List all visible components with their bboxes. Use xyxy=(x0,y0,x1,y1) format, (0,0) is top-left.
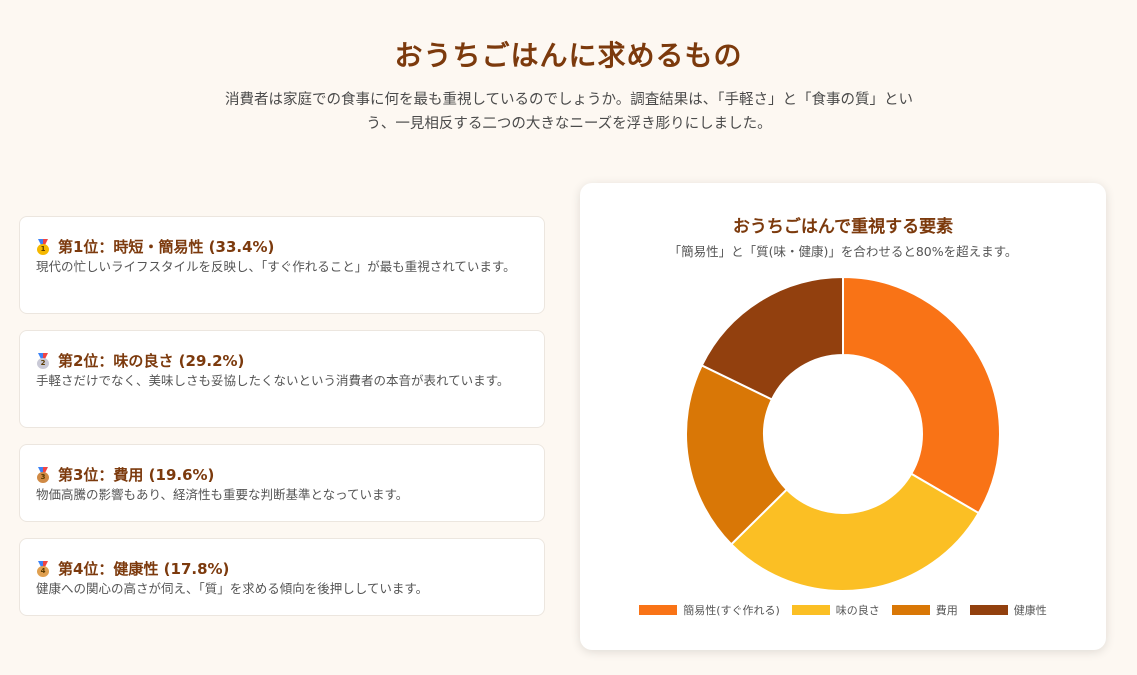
ranking-heading: 第1位：時短・簡易性 (33.4%) xyxy=(58,238,275,256)
legend-item[interactable]: 味の良さ xyxy=(791,602,880,618)
legend-label: 費用 xyxy=(935,604,958,617)
donut-slice-1[interactable] xyxy=(842,275,1001,515)
legend-label: 健康性 xyxy=(1013,604,1047,617)
legend-item[interactable]: 費用 xyxy=(891,602,958,618)
donut-slice-4[interactable] xyxy=(700,275,844,401)
legend-swatch xyxy=(969,605,1008,615)
silver-medal-icon: 2 xyxy=(36,353,50,369)
ranking-description: 物価高騰の影響もあり、経済性も重要な判断基準となっています。 xyxy=(36,487,409,502)
bronze-medal-icon: 3 xyxy=(36,467,50,483)
ranking-description: 健康への関心の高さが伺え、「質」を求める傾向を後押ししています。 xyxy=(36,581,429,596)
ranking-heading: 第3位：費用 (19.6%) xyxy=(58,466,215,484)
legend-item[interactable]: 健康性 xyxy=(969,602,1047,618)
ranking-card-3: 3 第3位：費用 (19.6%) 物価高騰の影響もあり、経済性も重要な判断基準と… xyxy=(19,444,545,522)
ranking-card-1: 1 第1位：時短・簡易性 (33.4%) 現代の忙しいライフスタイルを反映し、「… xyxy=(19,216,545,314)
legend-label: 簡易性(すぐ作れる) xyxy=(683,604,780,617)
ranking-card-2: 2 第2位：味の良さ (29.2%) 手軽さだけでなく、美味しさも妥協したくない… xyxy=(19,330,545,428)
donut-slice-3[interactable] xyxy=(685,364,789,546)
medal-icon: 4 xyxy=(36,561,50,577)
chart-legend: 簡易性(すぐ作れる) 味の良さ 費用 健康性 xyxy=(580,602,1106,618)
chart-card: おうちごはんで重視する要素 「簡易性」と「質(味・健康)」を合わせると80%を超… xyxy=(580,183,1106,650)
legend-swatch xyxy=(791,605,830,615)
legend-swatch xyxy=(639,605,678,615)
ranking-heading: 第2位：味の良さ (29.2%) xyxy=(58,352,245,370)
donut-slice-2[interactable] xyxy=(729,472,981,592)
chart-subtitle: 「簡易性」と「質(味・健康)」を合わせると80%を超えます。 xyxy=(668,244,1018,259)
page-title: おうちごはんに求めるもの xyxy=(394,39,743,72)
donut-chart xyxy=(685,275,1001,592)
gold-medal-icon: 1 xyxy=(36,239,50,255)
legend-swatch xyxy=(891,605,930,615)
chart-title: おうちごはんで重視する要素 xyxy=(732,217,954,237)
ranking-description: 手軽さだけでなく、美味しさも妥協したくないという消費者の本音が表れています。 xyxy=(36,373,510,388)
ranking-heading: 第4位：健康性 (17.8%) xyxy=(58,560,230,578)
legend-label: 味の良さ xyxy=(835,604,880,617)
page-intro: 消費者は家庭での食事に何を最も重視しているのでしょうか。調査結果は、「手軽さ」と… xyxy=(224,92,914,132)
ranking-card-4: 4 第4位：健康性 (17.8%) 健康への関心の高さが伺え、「質」を求める傾向… xyxy=(19,538,545,616)
ranking-description: 現代の忙しいライフスタイルを反映し、「すぐ作れること」が最も重視されています。 xyxy=(36,259,516,274)
legend-item[interactable]: 簡易性(すぐ作れる) xyxy=(639,602,780,618)
